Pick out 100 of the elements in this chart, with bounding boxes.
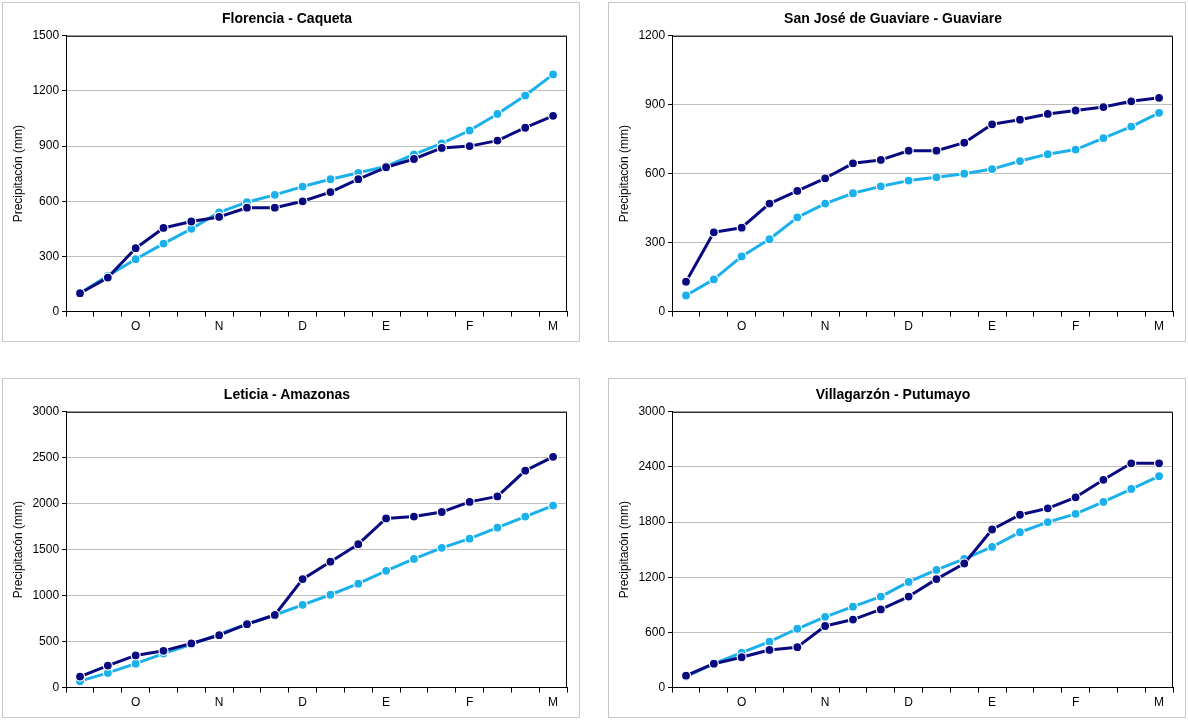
point [987, 164, 998, 175]
y-tick-label: 300 [645, 234, 666, 249]
x-tick-label: O [130, 319, 141, 334]
x-tick-label: M [548, 319, 559, 334]
x-tick-label: O [736, 319, 747, 334]
point [353, 578, 364, 589]
point [736, 222, 747, 233]
chart-title: Villagarzón - Putumayo [815, 386, 971, 403]
point [325, 186, 336, 198]
point [1014, 155, 1026, 167]
point [792, 642, 803, 653]
y-tick-label: 500 [39, 633, 60, 648]
y-tick-label: 900 [645, 97, 666, 112]
point [875, 181, 886, 192]
point [408, 153, 420, 165]
point [492, 522, 503, 533]
x-tick-label: O [130, 695, 141, 710]
point [792, 212, 803, 223]
chart-title: Leticia - Amazonas [223, 386, 351, 403]
x-tick-label: M [548, 695, 559, 710]
point [520, 465, 531, 476]
y-tick-label: 1000 [32, 587, 60, 602]
point [903, 591, 914, 602]
point [520, 90, 531, 101]
point [847, 614, 859, 625]
y-tick-label: 0 [658, 679, 666, 694]
point [297, 181, 308, 192]
point [1098, 474, 1109, 485]
point [1070, 144, 1081, 155]
x-tick-label: E [988, 319, 997, 334]
point [297, 196, 308, 207]
x-tick-label: D [904, 695, 914, 710]
point [708, 227, 719, 238]
point [903, 576, 914, 587]
x-tick-label: F [1071, 695, 1080, 710]
point [1126, 483, 1137, 495]
y-axis-title: Precipitacón (mm) [616, 125, 631, 223]
x-tick-label: D [298, 319, 308, 334]
point [269, 189, 280, 200]
point [1042, 517, 1053, 528]
y-tick-label: 1800 [638, 514, 666, 529]
y-tick-label: 0 [658, 303, 666, 318]
x-tick-label: M [1154, 695, 1165, 710]
point [186, 216, 197, 227]
point [847, 601, 859, 612]
x-tick-label: D [904, 319, 914, 334]
y-tick-label: 1200 [32, 83, 60, 98]
point [74, 671, 86, 682]
point [792, 623, 803, 634]
point [987, 119, 998, 130]
point [408, 511, 420, 522]
point [492, 135, 503, 146]
point [1014, 509, 1026, 520]
point [297, 574, 308, 585]
y-tick-label: 2000 [32, 496, 60, 511]
point [875, 591, 886, 602]
x-tick-label: E [382, 695, 391, 710]
point [820, 173, 831, 184]
point [464, 125, 475, 136]
x-tick-label: N [214, 319, 224, 334]
point [520, 511, 531, 522]
y-tick-label: 300 [39, 248, 60, 263]
point [436, 542, 447, 553]
point [959, 558, 970, 569]
y-tick-label: 0 [52, 679, 60, 694]
point [269, 202, 280, 213]
y-tick-label: 600 [39, 193, 60, 208]
y-tick-label: 600 [645, 166, 666, 181]
point [1126, 458, 1137, 469]
point [464, 141, 475, 152]
point [1098, 101, 1109, 113]
point [708, 274, 719, 285]
point [931, 574, 942, 585]
y-tick-label: 2400 [638, 459, 666, 474]
point [847, 158, 859, 169]
x-tick-label: O [736, 695, 747, 710]
y-tick-label: 2500 [32, 450, 60, 465]
point [1070, 492, 1081, 503]
point [931, 172, 942, 183]
point [959, 137, 970, 148]
point [353, 174, 364, 185]
point [1153, 107, 1165, 118]
point [1126, 121, 1137, 132]
chart-title: Florencia - Caqueta [222, 10, 353, 27]
point [1014, 114, 1026, 125]
y-tick-label: 3000 [638, 404, 666, 419]
point [130, 243, 141, 254]
point [764, 198, 775, 209]
point [1153, 471, 1165, 482]
y-tick-label: 1500 [32, 542, 60, 557]
point [1126, 96, 1137, 107]
point [436, 142, 447, 154]
point [820, 198, 831, 209]
point [820, 620, 831, 632]
point [520, 122, 531, 133]
y-axis-title: Precipitacón (mm) [616, 501, 631, 599]
x-tick-label: M [1154, 319, 1165, 334]
point [130, 650, 141, 661]
x-tick-label: F [465, 695, 474, 710]
x-tick-label: N [214, 695, 224, 710]
